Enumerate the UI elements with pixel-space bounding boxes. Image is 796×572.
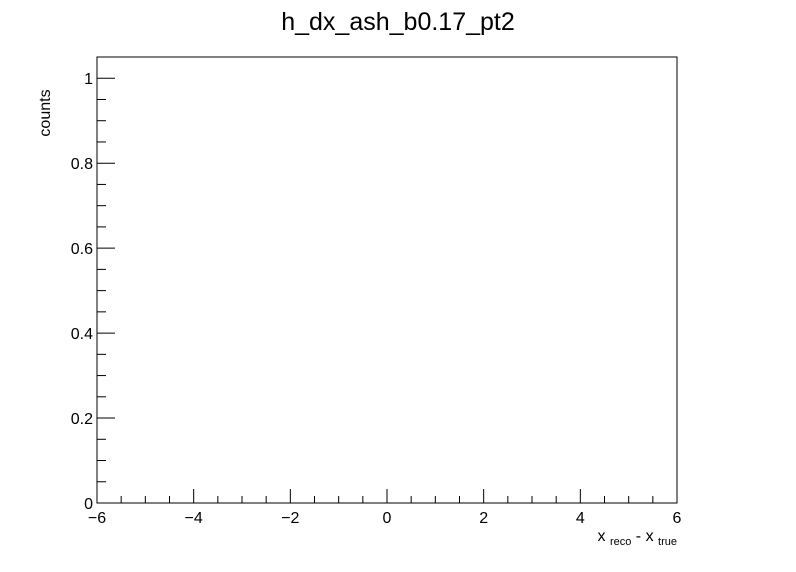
y-tick-label: 0: [84, 496, 93, 513]
x-tick-label: 4: [576, 510, 585, 527]
x-axis-tick-labels: −6 −4 −2 0 2 4 6: [88, 510, 682, 527]
x-tick-label: 0: [383, 510, 392, 527]
x-tick-label: 6: [673, 510, 682, 527]
x-axis-title-sub1: reco: [610, 536, 631, 548]
plot-frame-group: [96, 56, 678, 504]
y-tick-label: 0.6: [71, 241, 93, 258]
y-axis-tick-marks: [97, 56, 115, 504]
x-tick-label: −4: [185, 510, 203, 527]
y-tick-label: 0.8: [71, 156, 93, 173]
x-tick-label: 2: [479, 510, 488, 527]
x-axis-title-separator: -: [636, 528, 641, 545]
y-tick-label: 0.4: [71, 326, 93, 343]
y-axis-tick-labels: 0 0.2 0.4 0.6 0.8 1: [71, 71, 93, 513]
x-axis-title: x reco - x true: [597, 528, 677, 549]
x-axis-tick-marks: [96, 489, 678, 503]
x-axis-title-base2: x: [646, 528, 654, 545]
plot-frame: [96, 56, 678, 504]
x-tick-label: −6: [88, 510, 106, 527]
x-tick-label: −2: [281, 510, 299, 527]
x-axis-title-base1: x: [597, 528, 605, 545]
y-tick-label: 0.2: [71, 411, 93, 428]
x-axis-title-sub2: true: [658, 536, 677, 548]
y-axis-title: counts: [37, 89, 54, 136]
chart-title: h_dx_ash_b0.17_pt2: [281, 8, 515, 36]
y-tick-label: 1: [84, 71, 93, 88]
